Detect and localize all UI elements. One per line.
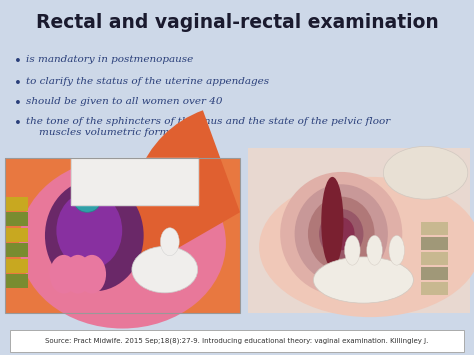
Text: Source: Pract Midwife. 2015 Sep;18(8):27-9. Introducing educational theory: vagi: Source: Pract Midwife. 2015 Sep;18(8):27…	[46, 338, 428, 344]
Ellipse shape	[295, 184, 388, 283]
Ellipse shape	[345, 235, 360, 265]
Ellipse shape	[319, 209, 364, 258]
Ellipse shape	[45, 180, 144, 291]
Ellipse shape	[383, 146, 468, 199]
Bar	[5, 259, 28, 273]
Ellipse shape	[389, 235, 404, 265]
Bar	[5, 158, 240, 313]
Ellipse shape	[56, 192, 122, 269]
Ellipse shape	[308, 197, 374, 271]
Text: •: •	[14, 117, 22, 130]
Wedge shape	[131, 110, 240, 267]
Ellipse shape	[74, 191, 100, 212]
Ellipse shape	[78, 255, 106, 294]
Text: •: •	[14, 55, 22, 68]
Bar	[421, 267, 448, 280]
Text: is mandatory in postmenopause: is mandatory in postmenopause	[26, 55, 193, 64]
Bar	[5, 197, 28, 211]
Ellipse shape	[259, 177, 474, 317]
Bar	[5, 158, 240, 313]
Ellipse shape	[132, 246, 198, 293]
Text: to clarify the status of the uterine appendages: to clarify the status of the uterine app…	[26, 77, 269, 86]
Bar	[5, 243, 28, 257]
Text: the tone of the sphincters of the anus and the state of the pelvic floor
    mus: the tone of the sphincters of the anus a…	[26, 117, 390, 137]
Ellipse shape	[367, 235, 383, 265]
Bar	[10, 330, 464, 352]
Text: •: •	[14, 97, 22, 110]
Ellipse shape	[280, 172, 402, 296]
Ellipse shape	[321, 177, 344, 268]
Bar	[421, 237, 448, 250]
Ellipse shape	[64, 255, 92, 294]
Bar	[421, 252, 448, 265]
Bar	[421, 222, 448, 235]
Text: Rectal and vaginal-rectal examination: Rectal and vaginal-rectal examination	[36, 12, 438, 32]
Bar	[248, 148, 470, 313]
Text: •: •	[14, 77, 22, 90]
Ellipse shape	[160, 228, 179, 256]
Polygon shape	[71, 158, 198, 204]
Bar	[5, 274, 28, 288]
Bar	[5, 212, 28, 226]
Bar	[5, 228, 28, 242]
Ellipse shape	[328, 217, 355, 250]
Ellipse shape	[313, 257, 413, 303]
Bar	[421, 282, 448, 295]
Ellipse shape	[19, 158, 226, 328]
Text: should be given to all women over 40: should be given to all women over 40	[26, 97, 222, 106]
Ellipse shape	[50, 255, 78, 294]
